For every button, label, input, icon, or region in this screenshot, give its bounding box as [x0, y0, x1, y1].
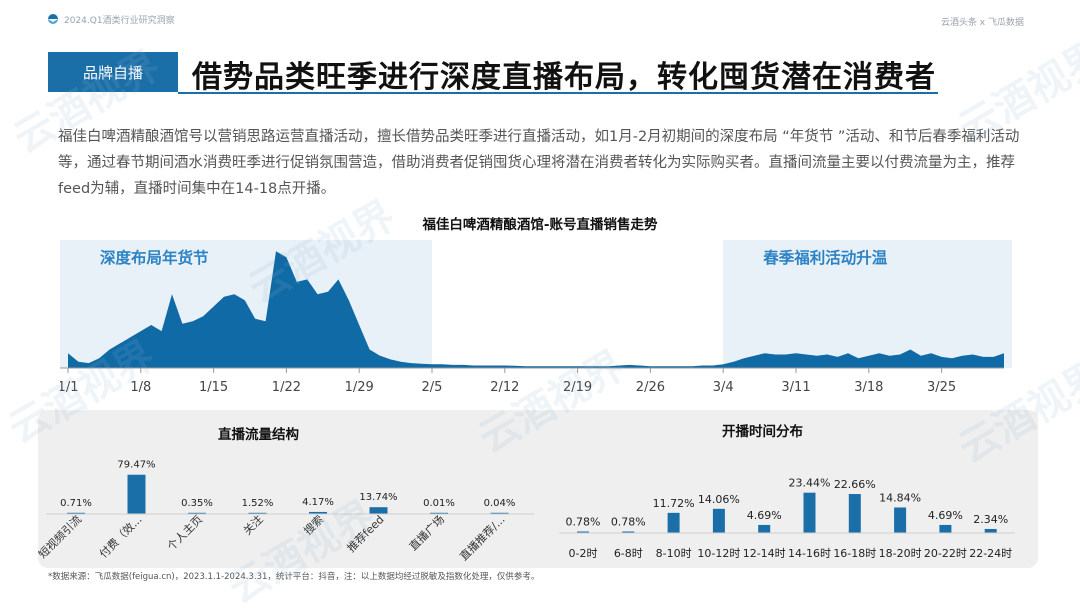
traffic-value-label: 0.35%	[181, 498, 213, 509]
report-title: 2024.Q1酒类行业研究洞察	[64, 16, 175, 26]
hours-bar-chart: 0.78% 0-2时 0.78% 6-8时 11.72% 8-10时 14.06% 10-12…	[559, 477, 1015, 560]
traffic-bar	[67, 512, 85, 514]
traffic-value-label: 0.04%	[484, 498, 516, 509]
hours-category-label: 22-24时	[969, 547, 1012, 560]
hours-category-label: 8-10时	[656, 547, 692, 560]
traffic-value-label: 0.71%	[60, 498, 92, 509]
hours-bar	[577, 531, 589, 533]
traffic-value-label: 1.52%	[242, 498, 274, 509]
hours-category-label: 20-22时	[924, 547, 967, 560]
hours-category-label: 14-16时	[788, 547, 831, 560]
traffic-bar	[369, 507, 388, 514]
x-tick-label: 2/12	[490, 380, 519, 395]
hours-category-label: 16-18时	[833, 547, 876, 560]
x-tick-label: 2/19	[563, 380, 592, 395]
hours-bar	[803, 492, 816, 533]
hours-bar	[848, 494, 861, 533]
traffic-bar	[490, 512, 509, 514]
traffic-value-label: 13.74%	[359, 492, 397, 503]
traffic-bar	[248, 512, 267, 514]
traffic-value-label: 4.17%	[302, 497, 334, 508]
x-tick-label: 3/25	[927, 380, 956, 395]
x-tick-label: 1/22	[272, 380, 301, 395]
hours-value-label: 2.34%	[973, 513, 1008, 526]
x-tick-label: 2/26	[636, 380, 665, 395]
hours-value-label: 14.06%	[698, 493, 740, 506]
traffic-category-label: 直播推荐/...	[457, 512, 508, 563]
x-tick-label: 1/15	[199, 380, 228, 395]
annotation-label: 春季福利活动升温	[762, 248, 888, 267]
traffic-bar	[127, 474, 146, 514]
hours-category-label: 12-14时	[743, 547, 786, 560]
traffic-bar	[430, 512, 448, 514]
traffic-value-label: 79.47%	[117, 460, 155, 471]
hours-value-label: 23.44%	[789, 477, 831, 490]
brand-logo-icon	[48, 14, 58, 24]
x-tick-label: 3/11	[781, 380, 810, 395]
traffic-bar	[309, 511, 327, 514]
section-tag: 品牌自播	[48, 52, 178, 92]
hours-bar	[894, 507, 907, 533]
hours-bar	[939, 524, 952, 533]
hours-bar	[667, 512, 680, 533]
x-tick-label: 2/5	[422, 380, 443, 395]
hours-bar	[984, 528, 997, 533]
x-tick-label: 1/1	[60, 380, 78, 395]
hours-category-label: 10-12时	[697, 547, 740, 560]
page-headline: 借势品类旺季进行深度直播布局，转化囤货潜在消费者	[192, 60, 936, 95]
intro-paragraph: 福佳白啤酒精酿酒馆号以营销思路运营直播活动，擅长借势品类旺季进行直播活动，如1月…	[58, 129, 1020, 197]
traffic-bar-chart: 0.71% 短视频引流 79.47% 付费（效... 0.35% 个人主页 1.52% 关注 4…	[38, 460, 534, 563]
traffic-category-label: 短视频引流	[38, 512, 84, 561]
hours-value-label: 0.78%	[611, 516, 646, 529]
hours-value-label: 14.84%	[879, 491, 921, 504]
x-tick-label: 1/29	[345, 380, 374, 395]
section-divider	[178, 92, 938, 94]
traffic-category-label: 关注	[240, 512, 265, 537]
hours-chart-title: 开播时间分布	[722, 424, 803, 440]
traffic-category-label: 搜索	[301, 512, 326, 537]
trend-chart: 深度布局年货节 春季福利活动升温 1/1 1/8 1/15 1/22 1/29 2/5 2/12…	[60, 240, 1012, 395]
x-tick-label: 3/18	[854, 380, 883, 395]
brand-text: 云酒头条 x 飞瓜数据	[940, 18, 1024, 28]
traffic-chart-title: 直播流量结构	[218, 427, 299, 443]
hours-value-label: 4.69%	[747, 509, 782, 522]
hours-value-label: 11.72%	[653, 497, 695, 510]
annotation-band	[723, 240, 1012, 368]
hours-bar	[712, 508, 725, 533]
hours-bar	[758, 524, 771, 533]
data-source-note: *数据来源：飞瓜数据(feigua.cn)，2023.1.1-2024.3.31…	[48, 572, 540, 582]
hours-category-label: 0-2时	[569, 547, 598, 560]
x-tick-label: 3/4	[713, 380, 734, 395]
traffic-value-label: 0.01%	[423, 498, 455, 509]
traffic-category-label: 推荐feed	[344, 512, 387, 555]
top-bar: 2024.Q1酒类行业研究洞察 云酒头条 x 飞瓜数据	[0, 0, 1080, 40]
annotation-label: 深度布局年货节	[100, 248, 209, 267]
hours-category-label: 18-20时	[879, 547, 922, 560]
traffic-category-label: 付费（效...	[96, 512, 144, 560]
hours-value-label: 22.66%	[834, 478, 876, 491]
trend-area-series	[68, 251, 1004, 368]
x-tick-label: 1/8	[130, 380, 151, 395]
bottom-panel	[38, 410, 1038, 568]
hours-category-label: 6-8时	[614, 547, 643, 560]
traffic-bar	[188, 512, 206, 514]
traffic-category-label: 个人主页	[165, 513, 205, 553]
traffic-category-label: 直播广场	[406, 512, 447, 553]
hours-value-label: 0.78%	[566, 516, 601, 529]
hours-value-label: 4.69%	[928, 509, 963, 522]
hours-bar	[622, 531, 635, 533]
trend-chart-title: 福佳白啤酒精酿酒馆-账号直播销售走势	[422, 217, 658, 233]
